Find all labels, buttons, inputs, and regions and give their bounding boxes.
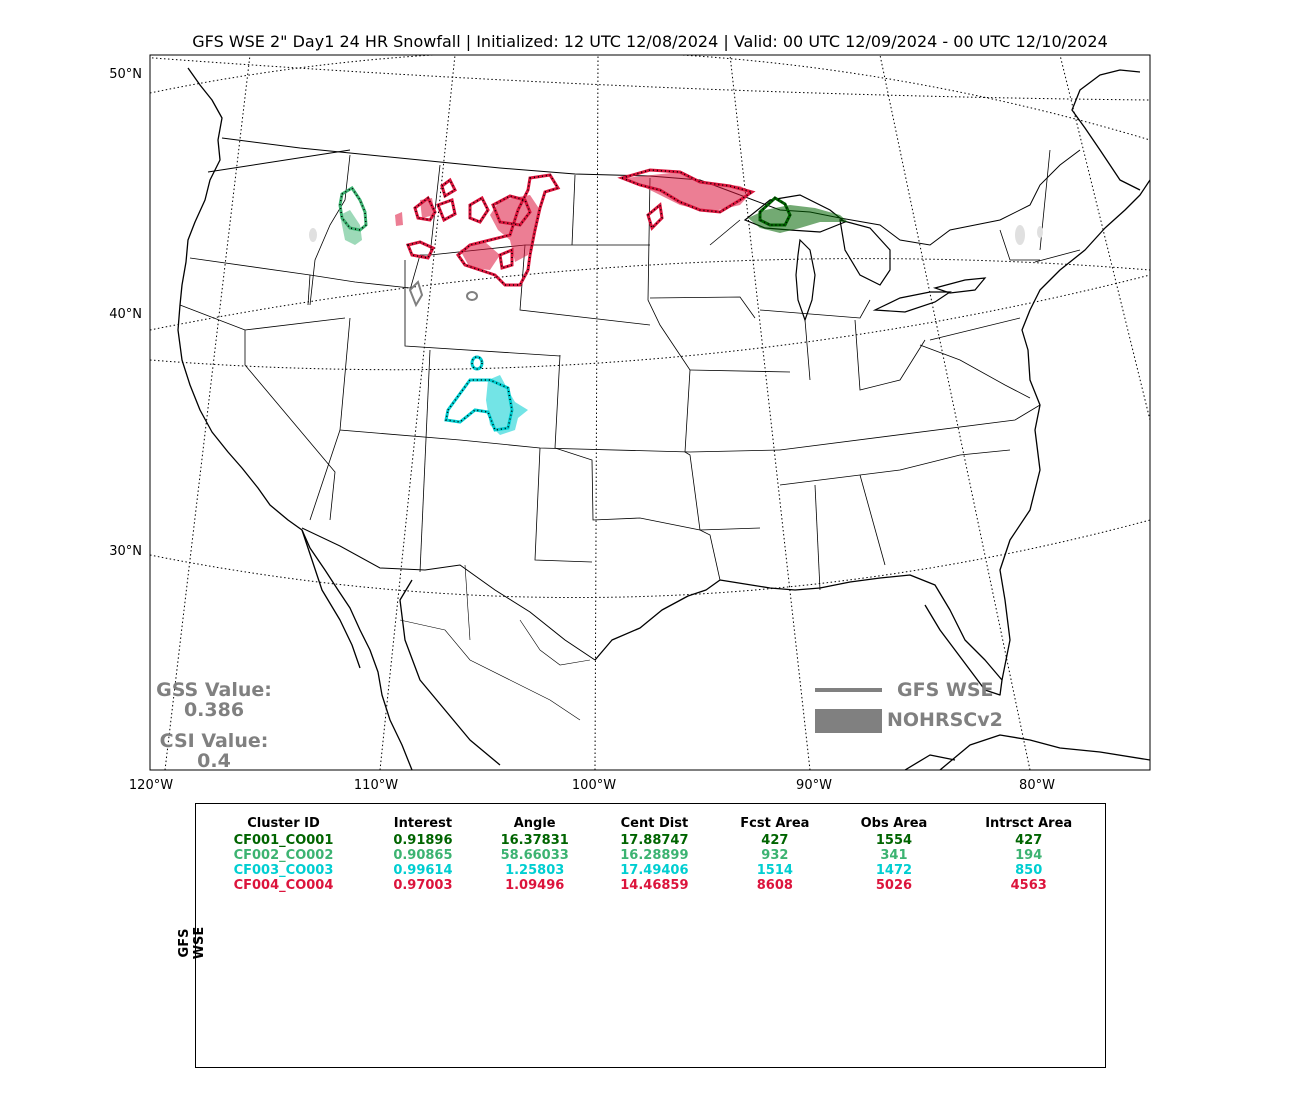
lat-label-30n: 30°N — [109, 544, 142, 559]
lon-label-80w: 80°W — [1019, 778, 1055, 793]
country-borders — [207, 137, 1081, 661]
latitude-lines — [150, 55, 1150, 599]
table-cell: 1514 — [756, 863, 793, 878]
table-side-label: GFS WSE — [177, 926, 207, 960]
table-cell: 427 — [1015, 833, 1043, 848]
table-cell: 427 — [761, 833, 789, 848]
col-cluster-id: Cluster ID — [247, 815, 320, 831]
table-cell: 5026 — [875, 878, 913, 893]
table-cell: 1.09496 — [505, 878, 565, 893]
csi-label: CSI Value: — [159, 730, 269, 752]
mexico-borders — [399, 564, 591, 721]
lon-label-120w: 120°W — [128, 778, 174, 793]
gss-label: GSS Value: — [156, 679, 272, 701]
col-obs-area: Obs Area — [860, 815, 928, 831]
table-cell: 341 — [880, 848, 908, 863]
table-cell: 58.66033 — [500, 848, 569, 863]
col-angle: Angle — [513, 815, 556, 831]
lon-label-90w: 90°W — [796, 778, 832, 793]
table-cell: 0.99614 — [393, 863, 453, 878]
table-cell: CF002_CO002 — [233, 848, 334, 863]
col-cent-dist: Cent Dist — [620, 815, 689, 831]
cf004-obs-areas — [395, 172, 752, 270]
cf001-fcst-contour — [758, 196, 792, 227]
lat-label-50n: 50°N — [109, 67, 142, 82]
lon-label-110w: 110°W — [353, 778, 399, 793]
longitude-lines — [164, 55, 1150, 770]
table-body: CF001_CO001 0.91896 16.37831 17.88747 427 155… — [196, 833, 1105, 893]
table-cell: 8608 — [756, 878, 793, 893]
table-cell: CF004_CO004 — [233, 878, 334, 893]
table-cell: 1554 — [875, 833, 913, 848]
table-cell: 0.90865 — [393, 848, 453, 863]
table-cell: 1.25803 — [505, 863, 565, 878]
unmatched-features — [309, 225, 1043, 245]
table-cell: 17.88747 — [620, 833, 689, 848]
col-fcst-area: Fcst Area — [740, 815, 810, 831]
cf003-obs-area — [486, 375, 528, 435]
cluster-cf001 — [748, 196, 848, 233]
map-frame — [149, 54, 1151, 771]
legend-line-label: GFS WSE — [897, 679, 994, 701]
table-row: CF002_CO002 0.90865 58.66033 16.28899 932 341… — [196, 848, 1105, 863]
table-header-row: Cluster ID Interest Angle Cent Dist Fcst… — [196, 814, 1105, 833]
csi-value: 0.4 — [197, 750, 231, 772]
legend-fill-swatch — [815, 709, 882, 733]
gss-value: 0.386 — [183, 699, 245, 721]
lat-label-40n: 40°N — [109, 307, 142, 322]
table-cell: 16.37831 — [500, 833, 569, 848]
table-row: CF003_CO003 0.99614 1.25803 17.49406 1514 147… — [196, 863, 1105, 878]
cluster-stats-table: Cluster ID Interest Angle Cent Dist Fcst… — [196, 814, 1105, 894]
lon-label-100w: 100°W — [571, 778, 617, 793]
table-cell: 16.28899 — [620, 848, 689, 863]
table-row: CF001_CO001 0.91896 16.37831 17.88747 427 155… — [196, 833, 1105, 848]
table-cell: CF003_CO003 — [233, 863, 334, 878]
col-interest: Interest — [393, 815, 453, 831]
table-cell: 17.49406 — [620, 863, 689, 878]
table-cell: 4563 — [1010, 878, 1047, 893]
table-row: CF004_CO004 0.97003 1.09496 14.46859 8608 502… — [196, 878, 1105, 893]
cluster-cf004 — [395, 168, 756, 287]
cluster-stats-panel: Cluster ID Interest Angle Cent Dist Fcst… — [195, 803, 1106, 1068]
table-cell: 194 — [1015, 848, 1043, 863]
table-cell: 0.97003 — [393, 878, 453, 893]
legend-fill-label: NOHRSCv2 — [887, 709, 1003, 731]
table-cell: 1472 — [875, 863, 913, 878]
cluster-cf003 — [444, 355, 528, 435]
table-cell: CF001_CO001 — [233, 833, 334, 848]
table-cell: 14.46859 — [620, 878, 689, 893]
col-intrsct-area: Intrsct Area — [985, 815, 1073, 831]
snowfall-map — [149, 54, 1151, 771]
coastlines — [177, 67, 1150, 770]
unmatched-forecast-contours — [408, 280, 478, 308]
cluster-cf002 — [338, 185, 368, 245]
table-cell: 850 — [1015, 863, 1043, 878]
state-borders — [179, 149, 1081, 591]
map-title: GFS WSE 2" Day1 24 HR Snowfall | Initial… — [192, 32, 1108, 51]
table-cell: 0.91896 — [393, 833, 453, 848]
table-cell: 932 — [761, 848, 789, 863]
